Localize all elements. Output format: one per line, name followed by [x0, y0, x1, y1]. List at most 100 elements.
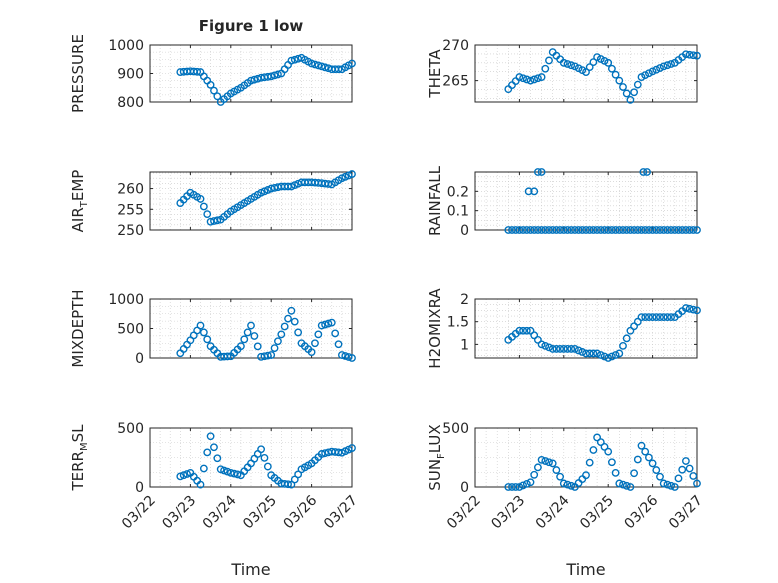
data-point	[541, 341, 550, 350]
data-point	[604, 447, 613, 456]
data-point	[541, 457, 550, 465]
data-point	[596, 226, 605, 234]
data-point	[641, 447, 650, 456]
data-point	[578, 66, 587, 75]
data-point	[622, 226, 631, 234]
data-point	[622, 89, 631, 98]
subplot-sun-flux: 0 500 03/22 03/23 03/24 03/25 03/26 03/27 Time SU…	[426, 421, 706, 579]
data-point	[511, 77, 520, 86]
data-point	[659, 313, 668, 322]
data-point	[670, 483, 679, 491]
data-point	[604, 58, 613, 67]
data-point	[641, 71, 650, 80]
data-point	[656, 64, 664, 72]
y-tick-label: 0	[460, 223, 469, 239]
data-point	[307, 59, 316, 68]
data-point	[682, 226, 690, 234]
data-point	[585, 349, 594, 358]
data-point	[183, 340, 191, 349]
data-point	[545, 458, 553, 467]
data-point	[240, 335, 249, 344]
data-point	[324, 180, 333, 188]
data-point	[596, 438, 605, 447]
data-point	[608, 458, 616, 467]
data-point	[183, 470, 191, 478]
data-point	[563, 226, 572, 234]
data-point	[589, 226, 598, 234]
data-point	[331, 329, 340, 338]
data-point	[290, 55, 299, 64]
y-tick-label: 270	[442, 38, 469, 54]
data-point	[593, 226, 601, 234]
data-point	[341, 352, 350, 360]
y-tick-label: 265	[442, 74, 469, 90]
data-point	[526, 226, 535, 234]
data-point	[559, 58, 568, 67]
data-point	[589, 446, 598, 454]
data-point	[678, 226, 687, 234]
data-point	[317, 62, 326, 71]
data-point	[582, 68, 590, 76]
data-point	[206, 432, 215, 441]
x-tick-label: 03/23	[159, 493, 199, 533]
data-point	[685, 226, 694, 234]
x-tick-label: 03/24	[533, 492, 573, 532]
data-point	[563, 60, 572, 68]
y-axis-label: H2OMIXRA	[426, 288, 444, 369]
data-point	[589, 349, 598, 358]
subplot-terr-msl: 0 500 03/22 03/23 03/24 03/25 03/26 03/27 Time TE…	[69, 421, 361, 579]
data-point	[284, 61, 292, 69]
data-point	[615, 349, 624, 358]
data-point	[667, 313, 675, 322]
data-point	[604, 226, 613, 234]
data-point	[277, 330, 286, 339]
y-tick-label: 0.1	[447, 204, 469, 220]
data-point	[693, 51, 701, 60]
data-point	[321, 320, 329, 329]
y-tick-label: 250	[117, 223, 144, 239]
data-point	[652, 313, 661, 322]
data-point	[552, 466, 561, 474]
data-point	[559, 345, 568, 353]
data-point	[689, 226, 698, 234]
data-point	[689, 51, 698, 60]
data-point	[685, 50, 694, 59]
data-point	[571, 226, 579, 234]
axes-box	[149, 427, 353, 488]
data-point	[522, 326, 531, 335]
data-point	[626, 483, 635, 491]
y-tick-label: 900	[117, 67, 144, 83]
data-point	[574, 479, 583, 487]
data-point	[608, 352, 616, 361]
data-point	[508, 226, 516, 234]
data-point	[243, 328, 252, 337]
data-point	[199, 202, 208, 211]
data-point	[216, 465, 225, 474]
data-point	[537, 226, 546, 234]
data-point	[537, 168, 546, 176]
data-point	[294, 328, 303, 337]
data-point	[645, 226, 653, 234]
data-point	[600, 352, 609, 361]
data-point	[522, 75, 531, 84]
data-point	[563, 345, 572, 353]
data-point	[630, 88, 638, 97]
data-point	[270, 71, 279, 80]
data-point	[611, 226, 620, 234]
data-point	[682, 304, 690, 312]
data-point	[253, 342, 262, 351]
y-tick-label: 500	[117, 322, 144, 338]
data-point	[630, 322, 638, 331]
data-point	[199, 328, 208, 337]
y-tick-label: 1000	[108, 292, 144, 308]
data-point	[267, 351, 276, 359]
data-point	[280, 65, 289, 74]
data-point	[622, 334, 631, 343]
data-point	[593, 53, 601, 62]
data-point	[263, 462, 272, 471]
data-point	[693, 479, 701, 488]
data-point	[652, 65, 661, 74]
data-point	[193, 67, 202, 76]
data-point	[267, 72, 276, 81]
data-point	[611, 468, 620, 477]
